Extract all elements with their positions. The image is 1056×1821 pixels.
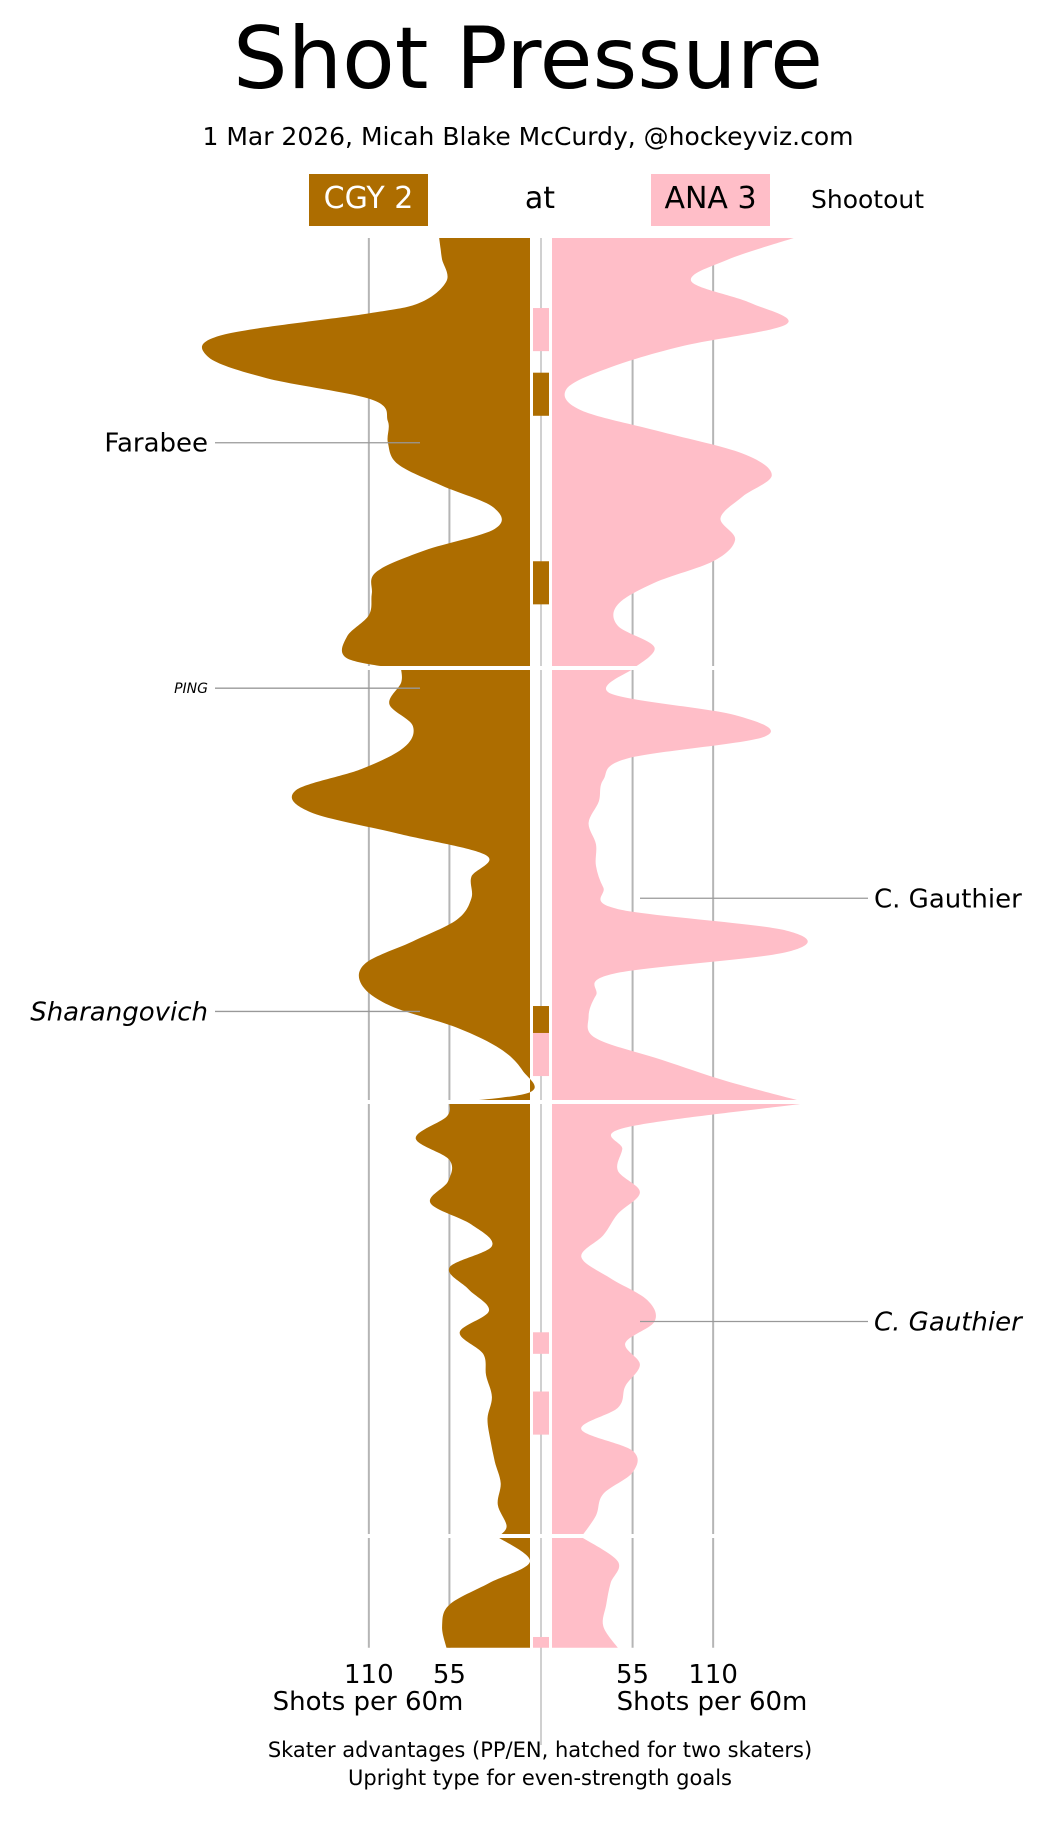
axis-ticks: 110 110 55 55	[344, 1660, 738, 1690]
goal-label-3: Sharangovich	[30, 997, 208, 1027]
period-separator-3	[180, 1534, 880, 1538]
home-advantage-marker-1	[533, 308, 549, 352]
tick-label-right-110: 110	[688, 1660, 738, 1690]
away-team-badge	[309, 174, 428, 226]
away-area-period-1	[201, 238, 530, 669]
footnote-skater-advantages: Skater advantages (PP/EN, hatched for tw…	[268, 1738, 812, 1762]
shot-rate-areas	[201, 238, 809, 1648]
goal-annotations: Farabee PING Sharangovich C. Gauthier C. Gau…	[30, 429, 1024, 1338]
home-team-label: ANA 3	[664, 181, 756, 216]
period-separator-2	[180, 1100, 880, 1104]
away-advantage-marker-1	[533, 372, 549, 416]
home-advantage-marker-3	[533, 1332, 549, 1354]
goal-label-1: Farabee	[104, 429, 208, 459]
connector-label: at	[525, 181, 555, 216]
away-area-period-2	[291, 669, 535, 1103]
home-area-period-4	[552, 1537, 620, 1648]
period-separators	[180, 666, 880, 1538]
home-team-badge	[651, 174, 770, 226]
goal-label-2: PING	[174, 681, 208, 697]
goal-label-4: C. Gauthier	[874, 884, 1022, 914]
away-area-period-4	[442, 1537, 531, 1648]
away-area-period-3	[415, 1103, 530, 1537]
footnote-goal-type: Upright type for even-strength goals	[348, 1766, 732, 1790]
x-axis-label-left: Shots per 60m	[273, 1687, 464, 1717]
home-area-period-2	[552, 669, 809, 1103]
overtime-label: Shootout	[811, 185, 924, 214]
away-advantage-marker-2	[533, 561, 549, 605]
skater-advantage-markers	[533, 308, 549, 1648]
chart-title: Shot Pressure	[233, 9, 823, 109]
chart-subtitle: 1 Mar 2026, Micah Blake McCurdy, @hockey…	[202, 122, 853, 151]
period-separator-1	[180, 666, 880, 670]
tick-label-right-55: 55	[616, 1660, 649, 1690]
home-area-period-3	[552, 1103, 809, 1537]
goal-label-5: C. Gauthier	[874, 1308, 1024, 1338]
home-advantage-marker-2	[533, 1032, 549, 1077]
x-axis-label-right: Shots per 60m	[617, 1687, 808, 1717]
home-advantage-marker-5	[533, 1636, 549, 1648]
home-area-period-1	[552, 238, 794, 669]
away-team-label: CGY 2	[324, 181, 414, 216]
tick-label-left-55: 55	[433, 1660, 466, 1690]
tick-label-left-110: 110	[344, 1660, 394, 1690]
home-advantage-marker-4	[533, 1391, 549, 1435]
